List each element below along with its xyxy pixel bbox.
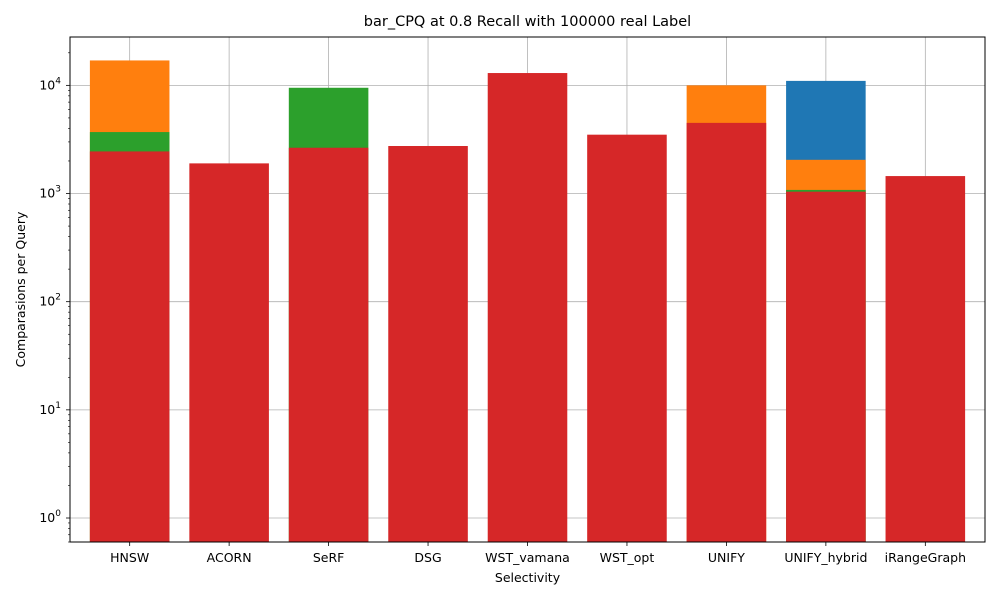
x-tick-label: ACORN: [207, 550, 252, 565]
bar-unify_hybrid-s3: [786, 191, 866, 542]
x-tick-label: WST_vamana: [485, 550, 570, 565]
y-tick-label: 103: [39, 185, 61, 201]
y-axis: 100 101 102 103 104: [39, 52, 70, 543]
y-tick-label: 101: [39, 401, 61, 417]
x-tick-label: WST_opt: [600, 550, 655, 565]
chart-title: bar_CPQ at 0.8 Recall with 100000 real L…: [364, 14, 691, 30]
bar-hnsw-s3: [89, 151, 170, 542]
bar-wst_vamana-s3: [487, 73, 568, 542]
x-tick-label: UNIFY: [708, 550, 745, 565]
x-axis: HNSW ACORN SeRF DSG WST_vamana WST_opt UNIFY UN…: [110, 542, 966, 565]
x-axis-label: Selectivity: [495, 570, 561, 585]
bar-serf-s3: [288, 147, 369, 542]
y-tick-label: 104: [39, 76, 61, 92]
bar-acorn-s3: [189, 163, 269, 542]
x-tick-label: HNSW: [110, 550, 149, 565]
bar-unify-s3: [686, 122, 767, 543]
x-tick-label: UNIFY_hybrid: [784, 550, 867, 565]
bars: [89, 60, 966, 543]
bar-wst_opt-s3: [587, 134, 667, 542]
y-tick-label: 102: [39, 293, 61, 309]
y-tick-label: 100: [39, 509, 61, 525]
bar-dsg-s3: [388, 146, 468, 542]
x-tick-label: DSG: [414, 550, 441, 565]
bar-irangegraph-s3: [885, 176, 966, 542]
x-tick-label: iRangeGraph: [885, 550, 966, 565]
x-tick-label: SeRF: [313, 550, 345, 565]
y-axis-label: Comparasions per Query: [13, 211, 28, 367]
